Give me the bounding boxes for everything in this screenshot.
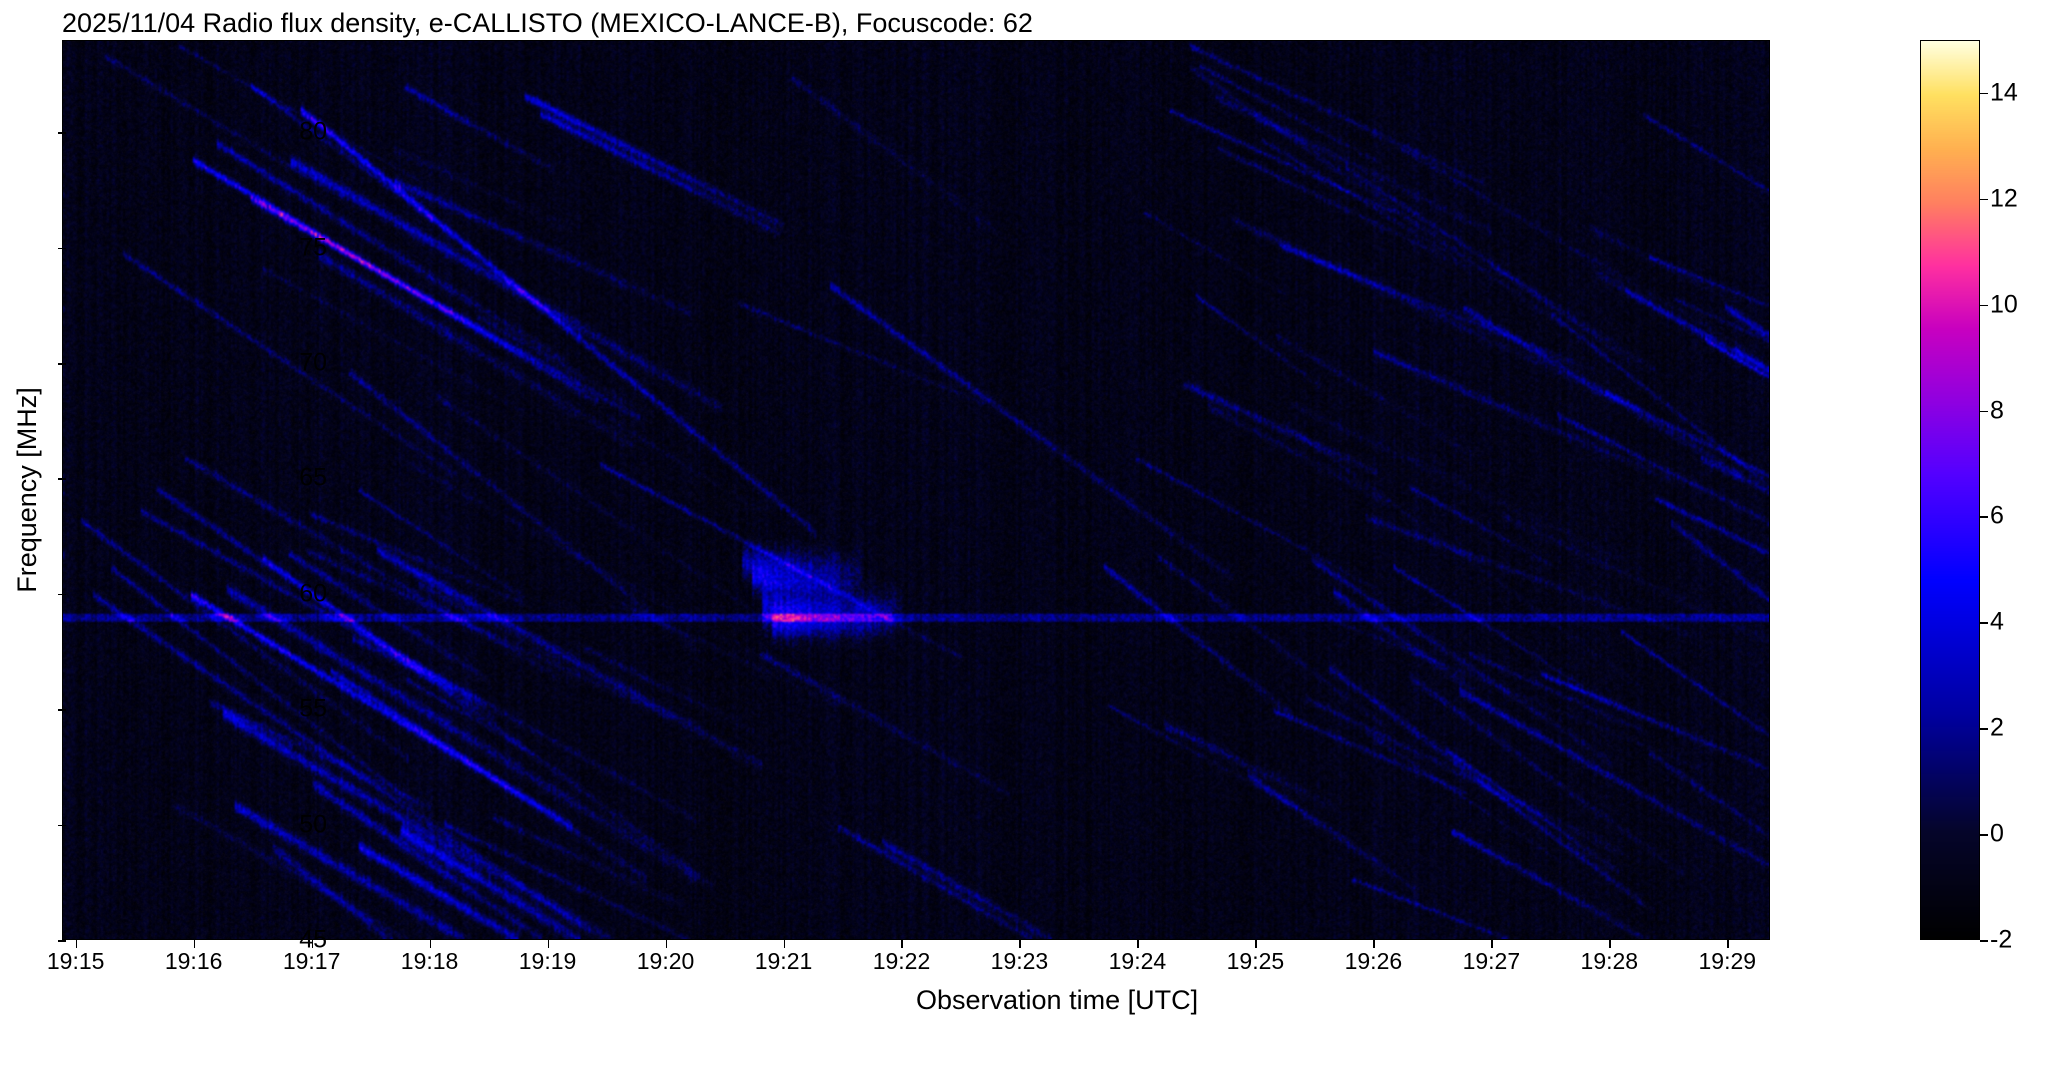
y-tick-mark-60 xyxy=(58,594,66,596)
x-tick-label-1929: 19:29 xyxy=(1699,948,1757,975)
x-tick-mark-1923 xyxy=(1019,940,1021,948)
x-tick-label-1920: 19:20 xyxy=(637,948,695,975)
x-tick-label-1919: 19:19 xyxy=(519,948,577,975)
y-axis-label: Frequency [MHz] xyxy=(12,387,43,593)
colorbar-tick-mark-0 xyxy=(1980,834,1988,836)
y-tick-label-55: 55 xyxy=(267,695,327,724)
colorbar-tick-mark-2 xyxy=(1980,728,1988,730)
x-tick-label-1918: 19:18 xyxy=(401,948,459,975)
x-tick-label-1924: 19:24 xyxy=(1109,948,1167,975)
x-tick-label-1925: 19:25 xyxy=(1227,948,1285,975)
x-tick-mark-1924 xyxy=(1137,940,1139,948)
x-tick-label-1921: 19:21 xyxy=(755,948,813,975)
x-axis-label: Observation time [UTC] xyxy=(916,985,1198,1016)
x-tick-mark-1917 xyxy=(312,940,314,948)
colorbar-tick-mark-12 xyxy=(1980,199,1988,201)
x-tick-mark-1916 xyxy=(194,940,196,948)
y-tick-mark-50 xyxy=(58,825,66,827)
colorbar-tick-label--2: -2 xyxy=(1990,926,2012,955)
x-tick-mark-1918 xyxy=(430,940,432,948)
colorbar-tick-label-10: 10 xyxy=(1990,290,2018,319)
chart-title: 2025/11/04 Radio flux density, e-CALLIST… xyxy=(62,8,1033,39)
x-tick-label-1917: 19:17 xyxy=(283,948,341,975)
y-tick-label-70: 70 xyxy=(267,349,327,378)
x-tick-mark-1921 xyxy=(784,940,786,948)
colorbar-tick-mark-8 xyxy=(1980,411,1988,413)
x-tick-mark-1929 xyxy=(1727,940,1729,948)
y-tick-mark-55 xyxy=(58,709,66,711)
x-tick-mark-1925 xyxy=(1255,940,1257,948)
spectrogram-chart: 2025/11/04 Radio flux density, e-CALLIST… xyxy=(0,0,2047,1067)
colorbar-tick-label-8: 8 xyxy=(1990,396,2004,425)
y-tick-mark-65 xyxy=(58,478,66,480)
y-tick-label-80: 80 xyxy=(267,118,327,147)
colorbar-tick-label-2: 2 xyxy=(1990,714,2004,743)
colorbar-tick-label-12: 12 xyxy=(1990,184,2018,213)
x-tick-label-1923: 19:23 xyxy=(991,948,1049,975)
y-tick-mark-45 xyxy=(58,940,66,942)
y-tick-mark-75 xyxy=(58,248,66,250)
x-tick-label-1915: 19:15 xyxy=(47,948,105,975)
colorbar-tick-mark-4 xyxy=(1980,622,1988,624)
y-tick-label-50: 50 xyxy=(267,810,327,839)
colorbar-tick-label-4: 4 xyxy=(1990,608,2004,637)
x-tick-mark-1927 xyxy=(1491,940,1493,948)
colorbar-canvas[interactable] xyxy=(1920,40,1980,940)
colorbar-tick-mark-6 xyxy=(1980,516,1988,518)
colorbar-tick-mark-10 xyxy=(1980,305,1988,307)
y-tick-label-60: 60 xyxy=(267,579,327,608)
x-tick-mark-1920 xyxy=(666,940,668,948)
x-tick-label-1922: 19:22 xyxy=(873,948,931,975)
x-tick-mark-1915 xyxy=(76,940,78,948)
y-tick-mark-70 xyxy=(58,363,66,365)
x-tick-label-1916: 19:16 xyxy=(165,948,223,975)
x-tick-mark-1919 xyxy=(548,940,550,948)
x-tick-label-1927: 19:27 xyxy=(1463,948,1521,975)
x-tick-mark-1926 xyxy=(1373,940,1375,948)
colorbar-tick-mark-14 xyxy=(1980,93,1988,95)
y-tick-label-65: 65 xyxy=(267,464,327,493)
x-tick-mark-1922 xyxy=(901,940,903,948)
x-tick-mark-1928 xyxy=(1609,940,1611,948)
x-tick-label-1926: 19:26 xyxy=(1345,948,1403,975)
colorbar-tick-mark--2 xyxy=(1980,940,1988,942)
y-tick-mark-80 xyxy=(58,132,66,134)
colorbar-tick-label-6: 6 xyxy=(1990,502,2004,531)
y-tick-label-75: 75 xyxy=(267,233,327,262)
colorbar-tick-label-14: 14 xyxy=(1990,78,2018,107)
x-tick-label-1928: 19:28 xyxy=(1581,948,1639,975)
colorbar-tick-label-0: 0 xyxy=(1990,820,2004,849)
